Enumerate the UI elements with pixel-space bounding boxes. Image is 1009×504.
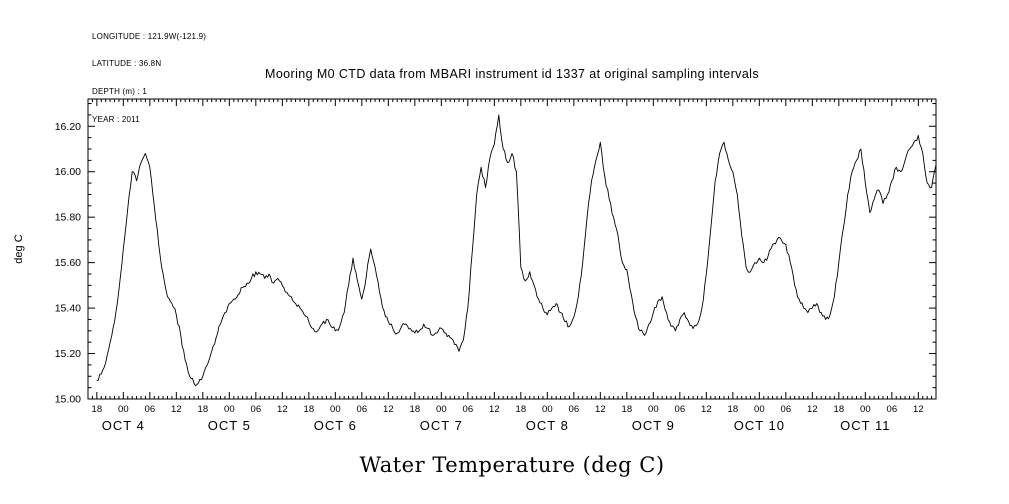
header-metadata: LONGITUDE : 121.9W(-121.9) LATITUDE : 36… (92, 13, 206, 143)
day-label: OCT 10 (734, 418, 785, 433)
longitude-label: LONGITUDE : 121.9W(-121.9) (92, 31, 207, 41)
x-tick-label: 00 (330, 404, 341, 415)
x-tick-label: 00 (648, 404, 659, 415)
x-axis-title: Water Temperature (deg C) (359, 453, 665, 477)
temperature-line (96, 114, 937, 387)
x-tick-label: 18 (92, 404, 103, 415)
x-tick-label: 18 (198, 404, 209, 415)
y-tick-label: 15.20 (55, 348, 81, 360)
x-tick-label: 12 (701, 404, 712, 415)
x-tick-label: 12 (595, 404, 606, 415)
depth-label: DEPTH (m) : 1 (92, 87, 148, 97)
day-label: OCT 6 (314, 418, 357, 433)
x-tick-label: 18 (304, 404, 315, 415)
x-tick-label: 00 (860, 404, 871, 415)
x-tick-label: 06 (463, 404, 474, 415)
y-tick-label: 15.80 (55, 212, 81, 224)
y-tick-label: 15.60 (55, 257, 81, 269)
x-tick-label: 06 (569, 404, 580, 415)
x-tick-label: 12 (807, 404, 818, 415)
x-tick-label: 12 (913, 404, 924, 415)
x-tick-label: 06 (675, 404, 686, 415)
day-label: OCT 5 (208, 418, 251, 433)
x-tick-label: 18 (516, 404, 527, 415)
y-tick-label: 16.00 (55, 166, 81, 178)
day-label: OCT 4 (102, 418, 145, 433)
x-tick-label: 12 (171, 404, 182, 415)
day-label: OCT 11 (840, 418, 890, 433)
x-tick-label: 12 (383, 404, 394, 415)
x-tick-label: 12 (489, 404, 500, 415)
x-tick-label: 00 (224, 404, 235, 415)
latitude-label: LATITUDE : 36.8N (92, 59, 162, 69)
x-tick-label: 18 (410, 404, 421, 415)
x-tick-label: 06 (145, 404, 156, 415)
plot-frame (87, 98, 937, 400)
y-tick-label: 15.00 (55, 394, 81, 406)
x-tick-label: 00 (118, 404, 129, 415)
x-tick-label: 18 (622, 404, 633, 415)
x-tick-label: 06 (251, 404, 262, 415)
y-tick-label: 16.20 (55, 121, 81, 133)
year-label: YEAR : 2011 (92, 115, 140, 125)
x-tick-label: 18 (728, 404, 739, 415)
x-tick-label: 00 (436, 404, 447, 415)
day-label: OCT 9 (632, 418, 675, 433)
y-tick-label: 15.40 (55, 303, 81, 315)
x-tick-label: 12 (277, 404, 288, 415)
chart-title: Mooring M0 CTD data from MBARI instrumen… (265, 67, 759, 81)
day-label: OCT 8 (526, 418, 569, 433)
x-tick-label: 06 (887, 404, 898, 415)
x-tick-label: 06 (781, 404, 792, 415)
x-tick-label: 18 (834, 404, 845, 415)
x-tick-label: 00 (542, 404, 553, 415)
x-tick-label: 06 (357, 404, 368, 415)
x-tick-label: 00 (754, 404, 765, 415)
day-label: OCT 7 (420, 418, 463, 433)
y-axis-label: deg C (13, 234, 25, 263)
